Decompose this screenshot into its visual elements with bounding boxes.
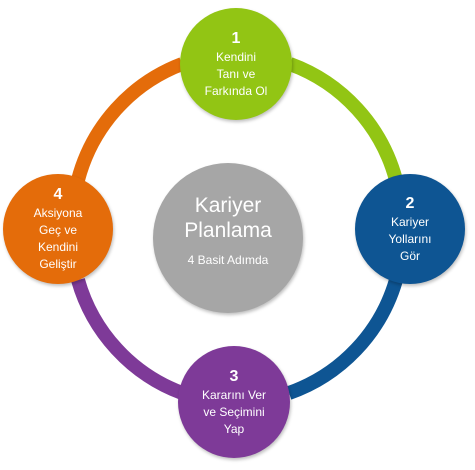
center-title-line-1: Kariyer — [194, 194, 262, 217]
step-label-line: Kararını Ver — [201, 387, 267, 402]
step-label-line: Farkında Ol — [204, 83, 268, 98]
step-label-line: Kendini — [37, 240, 79, 254]
center-title: Kariyer Planlama — [153, 193, 303, 243]
center-subtitle: 4 Basit Adımda — [187, 253, 269, 267]
center-circle: Kariyer Planlama 4 Basit Adımda — [153, 163, 303, 313]
step-label-line: Kariyer — [390, 214, 429, 229]
step-3-circle: 3 Kararını Ver ve Seçimini Yap — [178, 346, 290, 458]
step-label-line: Yap — [223, 421, 245, 436]
step-label-line: Aksiyona — [33, 206, 83, 220]
step-label-line: Yollarını — [388, 231, 432, 246]
step-label-line: Tanı ve — [216, 66, 256, 81]
step-4-circle: 4 Aksiyona Geç ve Kendini Geliştir — [3, 174, 113, 284]
arc-3-to-4 — [71, 278, 185, 400]
step-number: 3 — [229, 367, 239, 385]
step-label-line: Kendini — [215, 49, 257, 64]
step-label-line: Geç ve — [38, 223, 77, 237]
step-1-circle: 1 Kendini Tanı ve Farkında Ol — [180, 8, 292, 120]
step-2-circle: 2 Kariyer Yollarını Gör — [355, 174, 465, 284]
center-title-line-2: Planlama — [184, 219, 272, 242]
step-label-line: ve Seçimini — [203, 404, 265, 419]
step-number: 4 — [53, 186, 63, 203]
arc-4-to-1 — [71, 57, 185, 182]
step-number: 1 — [231, 29, 241, 47]
arc-2-to-3 — [286, 277, 403, 400]
step-label-line: Geliştir — [39, 257, 77, 271]
step-number: 2 — [405, 194, 415, 212]
arc-1-to-2 — [287, 57, 403, 182]
step-label-line: Gör — [399, 248, 420, 263]
